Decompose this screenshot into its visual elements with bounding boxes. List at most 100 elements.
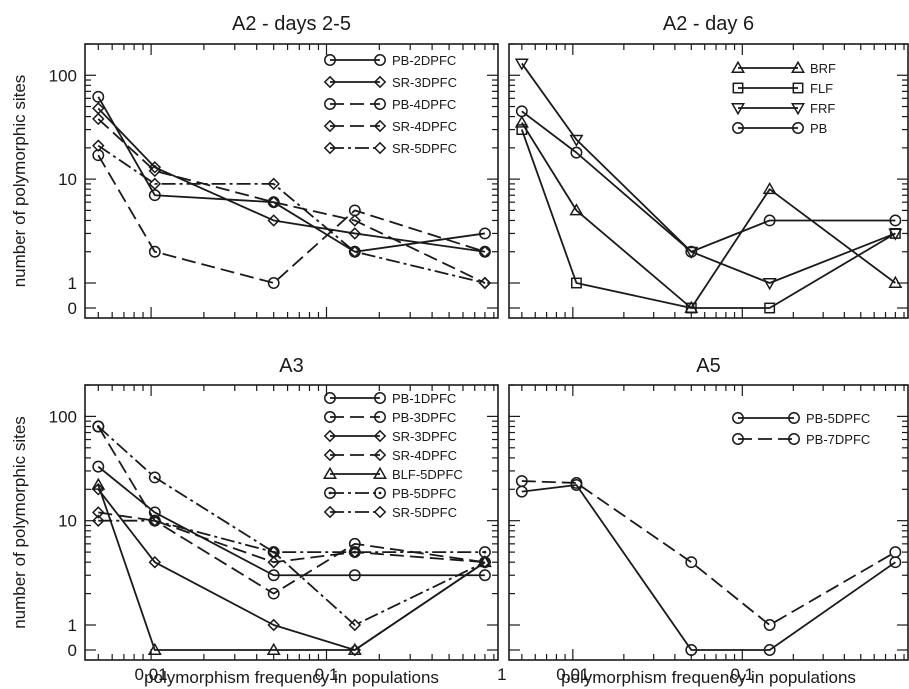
panel-1-data-point <box>478 245 491 258</box>
panel-3-data-point <box>478 555 492 569</box>
legend-marker <box>732 82 744 94</box>
panel-3-data-point <box>348 537 361 550</box>
panel-2-data-point <box>516 124 528 136</box>
panel-1-series-line <box>97 154 486 284</box>
panel-4-data-point <box>685 644 698 656</box>
panel-4-xtick-label: 0.1 <box>730 665 754 684</box>
panel-2-frame <box>508 43 909 319</box>
legend-marker-ring <box>324 487 336 499</box>
panel-1-data-point <box>267 214 280 227</box>
panel-3-ticks <box>85 384 498 660</box>
panel-4-series-line <box>521 484 896 651</box>
panel-1-data-point <box>478 276 492 290</box>
panel-1-data-point <box>267 177 280 191</box>
panel-3-data-point <box>92 460 105 473</box>
legend-marker <box>788 412 800 424</box>
panel-2-data-point <box>685 245 698 258</box>
legend-marker <box>323 141 337 155</box>
panel-2-series-2 <box>516 124 901 314</box>
panel-3-data-point <box>92 420 105 433</box>
panel-1-data-point <box>92 112 105 126</box>
panel-1-ytick-label: 0 <box>68 299 77 318</box>
legend-marker <box>324 98 336 110</box>
panel-4-data-point-ring <box>685 644 698 656</box>
panel-4-data-point <box>685 556 698 569</box>
legend-label: SR-3DPFC <box>392 75 457 90</box>
legend-marker-ring <box>324 392 336 404</box>
panel-2-data-point <box>684 246 699 259</box>
legend-marker-ring <box>732 433 744 445</box>
panel-2-data-point <box>514 58 529 71</box>
panel-1-data-point <box>478 227 491 240</box>
legend-marker <box>373 429 387 443</box>
panel-3-ytick-label: 1 <box>68 616 77 635</box>
panel-1-data-point <box>267 195 280 209</box>
panel-3-data-point-ring <box>148 471 161 484</box>
panel-3-xtick-label: 1 <box>497 665 506 684</box>
panel-3-data-point <box>148 471 161 484</box>
panel-3-series-line <box>98 511 485 564</box>
panel-1-data-point <box>348 227 362 240</box>
panel-3-ytick-label: 0 <box>68 641 77 660</box>
panel-3-series-5 <box>91 477 492 655</box>
legend-label: FRF <box>810 101 835 116</box>
panel-3-data-point <box>147 642 162 655</box>
panel-4-series-line <box>521 480 896 626</box>
legend-marker <box>732 122 744 134</box>
legend-marker <box>373 505 387 519</box>
panel-1-series-line <box>97 107 486 253</box>
panel-4-data-point-ring <box>685 556 698 569</box>
panel-1-series-2 <box>92 102 492 258</box>
panel-4-data-point-ring <box>889 546 902 559</box>
legend-label: PB <box>810 121 827 136</box>
panel-4-data-point-ring <box>763 619 776 631</box>
panel-3-series-line <box>97 426 486 595</box>
legend-marker-ring <box>374 54 386 66</box>
panel-4-ticks <box>509 384 908 660</box>
legend-label: PB-7DPFC <box>806 432 870 447</box>
legend-label: SR-3DPFC <box>392 429 457 444</box>
panel-3-data-point <box>92 506 105 519</box>
legend-marker-dot <box>328 491 332 495</box>
legend-label: SR-5DPFC <box>392 141 457 156</box>
panel-1-data-point <box>148 245 161 258</box>
legend-marker-ring <box>732 412 744 424</box>
panel-1-ytick-label: 1 <box>68 274 77 293</box>
panel-3-series-line <box>97 425 485 553</box>
legend-marker <box>374 487 386 499</box>
panel-1-data-point <box>148 164 162 178</box>
panel-3-legend: PB-1DPFC PB-3DPFC SR-3DPFC SR-4DPFC BLF-5DPF… <box>323 391 463 520</box>
legend-label: PB-2DPFC <box>392 53 456 68</box>
panel-3-series-line <box>98 519 486 626</box>
legend-marker <box>731 103 745 116</box>
panel-3-data-point-dot <box>153 476 157 479</box>
panel-3-data-point-ring <box>92 460 105 473</box>
panel-3-data-point <box>348 569 361 582</box>
legend-marker <box>323 448 337 462</box>
panel-2-data-point <box>685 302 697 314</box>
panel-1-data-point-ring <box>478 245 491 258</box>
panel-2-data-point-ring <box>889 214 902 227</box>
panel-3-ytick-label: 10 <box>58 512 77 531</box>
panel-2-data-point <box>570 277 582 289</box>
panel-3-data-point-dot <box>96 425 100 428</box>
panel-3-data-point <box>267 569 280 582</box>
legend-marker <box>791 103 805 116</box>
panel-2-legend: BRF FLF FRF PB <box>731 60 836 136</box>
legend-marker <box>373 448 387 462</box>
legend-marker <box>323 466 337 479</box>
legend-marker <box>374 411 386 423</box>
panel-3-data-point <box>267 555 280 569</box>
panel-4-xlabel: polymorphism frequency in populations <box>561 668 856 687</box>
legend-marker <box>324 392 336 404</box>
panel-3-data-point-ring <box>267 569 280 582</box>
panel-2-data-point-ring <box>515 105 528 118</box>
panel-1-data-point-ring <box>92 90 105 103</box>
panel-1-data-point-ring <box>148 245 161 258</box>
panel-3-data-point <box>348 618 362 632</box>
panel-1-ytick-label: 10 <box>58 170 77 189</box>
panel-4-data-point-ring <box>515 475 528 487</box>
panel-4-series-1 <box>515 479 902 656</box>
legend-marker <box>373 75 387 89</box>
panel-3-series-1 <box>92 460 491 582</box>
